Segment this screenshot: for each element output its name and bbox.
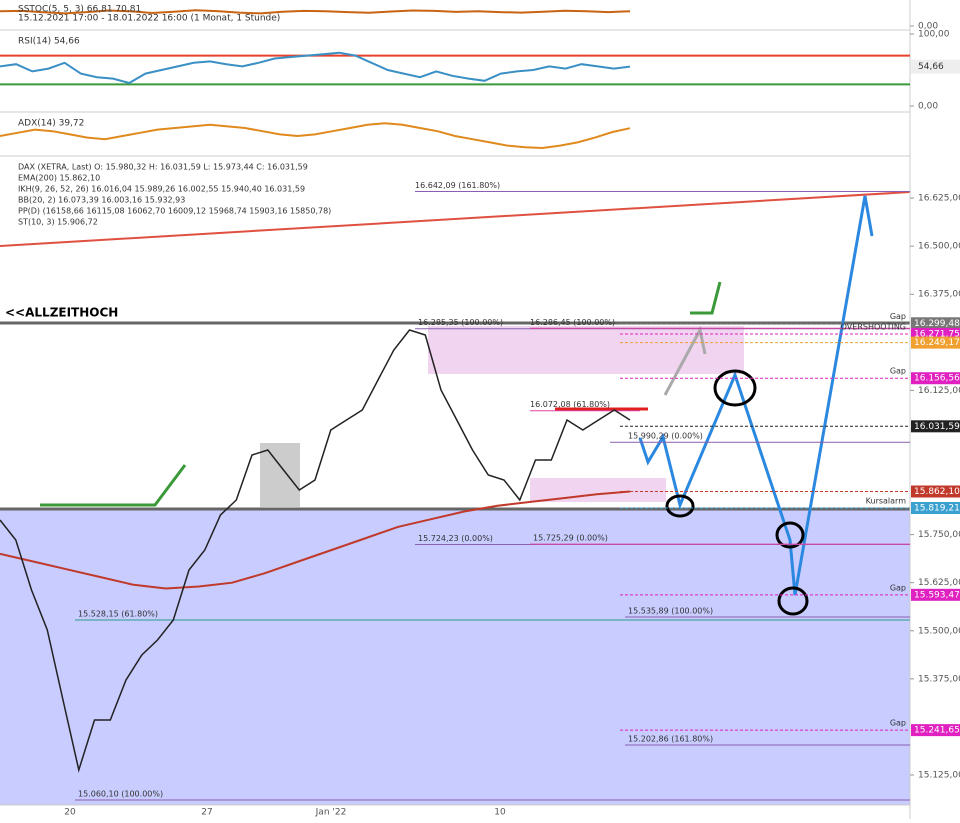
fib-label: 15.724,23 (0.00%) (418, 534, 493, 543)
panel-label: ADX(14) 39,72 (18, 119, 84, 129)
level-note: Kursalarm (866, 496, 907, 505)
level-note: OVERSHOOTING (841, 322, 906, 331)
x-tick-label: 10 (494, 808, 506, 818)
panel-label: SSTOC(5, 5, 3) 66,81 70,81 (18, 5, 141, 15)
marker (713, 369, 757, 407)
arrow (690, 281, 722, 315)
scenario (663, 325, 707, 396)
date-range: 15.12.2021 17:00 - 18.01.2022 16:00 (1 M… (18, 14, 280, 24)
zone (260, 443, 300, 507)
fib-label: 16.286,45 (100.00%) (530, 318, 615, 327)
arrow (40, 464, 187, 507)
series-line (0, 490, 631, 590)
price-label: 15.241,65 (914, 726, 960, 736)
price-label: 15.819,21 (914, 503, 960, 513)
y-tick-label: 100,00 (918, 30, 950, 40)
marker (665, 494, 695, 518)
legend-entry: DAX (XETRA, Last) O: 15.980,32 H: 16.031… (18, 163, 308, 172)
price-box (911, 501, 960, 514)
y-tick-label: 0,00 (918, 22, 938, 32)
x-tick-label: 27 (201, 808, 212, 818)
legend-entry: BB(20, 2) 16.073,39 16.003,16 15.932,93 (18, 196, 185, 205)
y-tick-label: 16.375,00 (918, 290, 960, 300)
legend-entry: EMA(200) 15.862,10 (18, 174, 100, 183)
series-line (0, 51, 631, 85)
level-note: Gap (890, 312, 906, 321)
price-label: 16.271,75 (914, 329, 960, 339)
fib-label: 15.528,15 (61.80%) (78, 609, 158, 618)
zone (0, 509, 910, 805)
fib-label: 16.285,35 (100.00%) (418, 318, 503, 327)
price-box (911, 317, 960, 330)
level-note: Gap (890, 367, 906, 376)
y-tick-label: 15.625,00 (918, 578, 960, 588)
legend-entry: PP(D) (16158,66 16115,08 16062,70 16009,… (18, 207, 331, 216)
price-box (911, 724, 960, 737)
marker (775, 521, 805, 549)
fib-label: 15.202,86 (161.80%) (628, 735, 713, 744)
y-tick-label: 16.125,00 (918, 386, 960, 396)
value-box (911, 59, 960, 74)
series-line (0, 122, 631, 150)
price-label: 15.593,47 (914, 590, 960, 600)
y-tick-label: 15.375,00 (918, 674, 960, 684)
y-tick-label: 0,00 (918, 102, 938, 112)
legend-entry: ST(10, 3) 15.906,72 (18, 218, 98, 227)
y-tick-label: 15.125,00 (918, 771, 960, 781)
trend-line (0, 191, 911, 247)
price-label: 16.156,56 (914, 374, 960, 384)
price-box (911, 372, 960, 385)
price-box (911, 420, 960, 433)
series-line (0, 9, 631, 15)
annotation: <<ALLZEITHOCH (5, 306, 118, 320)
fib-label: 15.725,29 (0.00%) (533, 534, 608, 543)
fib-label: 16.642,09 (161.80%) (415, 181, 500, 190)
marker (777, 586, 809, 616)
price-label: 16.031,59 (914, 422, 960, 432)
fib-label: 16.072,08 (61.80%) (530, 400, 610, 409)
level-note: Gap (890, 719, 906, 728)
fib-label: 15.060,10 (100.00%) (78, 789, 163, 798)
series-line (0, 329, 631, 773)
price-box (911, 588, 960, 601)
price-box (911, 336, 960, 349)
price-box (911, 485, 960, 498)
price-label: 16.249,17 (914, 338, 960, 348)
panel-label: RSI(14) 54,66 (18, 37, 80, 47)
y-tick-label: 15.500,00 (918, 626, 960, 636)
price-label: 15.862,10 (914, 487, 960, 497)
price-label: 16.299,48 (914, 319, 960, 329)
y-tick-label: 16.500,00 (918, 242, 960, 252)
zone (530, 478, 666, 502)
y-tick-label: 15.750,00 (918, 530, 960, 540)
legend-entry: IKH(9, 26, 52, 26) 16.016,04 15.989,26 1… (18, 185, 305, 194)
fib-label: 15.990,29 (0.00%) (628, 432, 703, 441)
fib-label: 15.535,89 (100.00%) (628, 606, 713, 615)
x-tick-label: Jan '22 (315, 808, 347, 818)
level-note: Gap (890, 583, 906, 592)
value-label: 54,66 (918, 62, 944, 72)
x-tick-label: 20 (64, 808, 76, 818)
y-tick-label: 16.625,00 (918, 194, 960, 204)
